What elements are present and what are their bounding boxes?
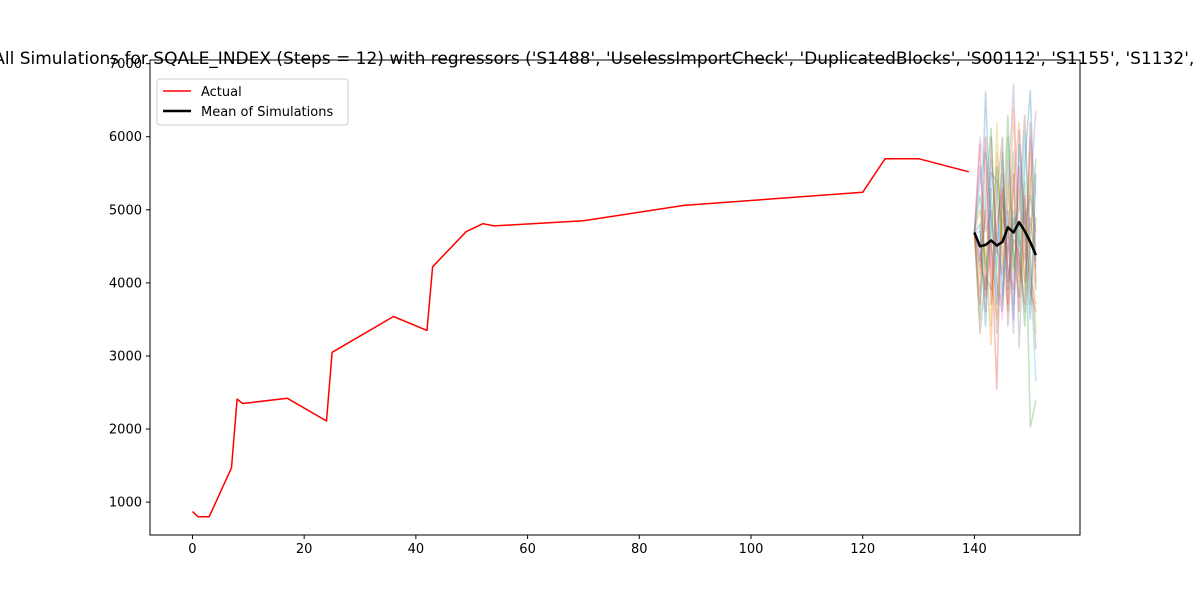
plot-area: 0 20 40 60 80 100 120 140 1000 2000 3000 4000 5000 6… [109, 57, 1081, 557]
x-tick-label: 140 [962, 542, 987, 557]
simulation-lines [973, 83, 1037, 428]
series-line-mean [973, 220, 1038, 256]
y-tick-label: 6000 [109, 130, 142, 145]
simulation-line [973, 133, 1037, 382]
legend-box [156, 78, 349, 126]
x-axis: 0 20 40 60 80 100 120 140 [188, 535, 987, 557]
simulation-line [973, 136, 1037, 313]
y-tick-label: 4000 [109, 276, 142, 291]
simulation-line [973, 114, 1037, 327]
series-line-actual [191, 157, 969, 518]
x-tick-label: 80 [631, 542, 648, 557]
axes-frame [149, 59, 1081, 536]
simulation-line [973, 143, 1037, 327]
chart-title: All Simulations for SQALE_INDEX (Steps =… [0, 49, 1200, 69]
y-tick-label: 5000 [109, 203, 142, 218]
simulation-line [973, 83, 1037, 313]
y-tick-label: 2000 [109, 423, 142, 438]
legend-label-actual: Actual [201, 85, 242, 100]
legend: Actual Mean of Simulations [156, 78, 349, 126]
y-axis: 1000 2000 3000 4000 5000 6000 7000 [109, 57, 150, 511]
simulation-line [973, 127, 1037, 428]
y-tick-label: 3000 [109, 349, 142, 364]
legend-label-mean: Mean of Simulations [201, 105, 333, 120]
x-tick-label: 40 [408, 542, 425, 557]
series-lines [191, 157, 1038, 518]
x-tick-label: 120 [850, 542, 875, 557]
simulation-line [973, 122, 1037, 346]
x-tick-label: 100 [739, 542, 764, 557]
simulation-line [973, 136, 1037, 320]
x-tick-label: 0 [188, 542, 196, 557]
y-tick-label: 7000 [109, 57, 142, 72]
simulation-line [973, 129, 1037, 335]
x-tick-label: 20 [296, 542, 313, 557]
simulation-line [973, 122, 1037, 305]
y-tick-label: 1000 [109, 496, 142, 511]
x-tick-label: 60 [519, 542, 536, 557]
simulation-line [973, 89, 1037, 305]
simulation-line [974, 151, 1037, 349]
simulation-line [973, 143, 1037, 390]
simulation-line [973, 122, 1037, 335]
